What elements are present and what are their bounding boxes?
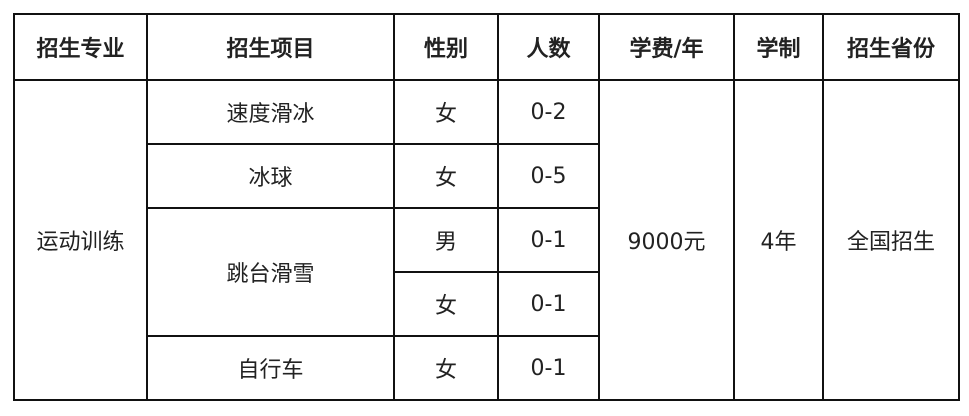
header-fee: 学费/年 [598, 13, 735, 81]
project-cell: 速度滑冰 [146, 79, 395, 145]
fee-cell: 9000元 [598, 79, 735, 401]
gender-cell: 女 [393, 335, 499, 401]
header-gender: 性别 [393, 13, 499, 81]
header-major: 招生专业 [13, 13, 148, 81]
header-duration: 学制 [733, 13, 824, 81]
table-row: 女 0-1 [14, 271, 959, 337]
gender-cell: 男 [393, 207, 499, 273]
province-cell: 全国招生 [822, 79, 960, 401]
count-cell: 0-1 [497, 335, 600, 401]
header-project: 招生项目 [146, 13, 395, 81]
count-cell: 0-5 [497, 143, 600, 209]
gender-cell: 女 [393, 79, 499, 145]
table-row: 跳台滑雪 男 0-1 [14, 207, 959, 337]
count-cell: 0-1 [497, 271, 600, 337]
enrollment-table: 招生专业 招生项目 性别 人数 学费/年 学制 招生省份 运动训练 速度滑冰 女… [13, 13, 960, 401]
header-row: 招生专业 招生项目 性别 人数 学费/年 学制 招生省份 [13, 13, 960, 81]
count-cell: 0-2 [497, 79, 600, 145]
project-cell: 冰球 [146, 143, 395, 209]
duration-cell: 4年 [733, 79, 824, 401]
gender-cell: 女 [393, 143, 499, 209]
header-province: 招生省份 [822, 13, 960, 81]
count-cell: 0-1 [497, 207, 600, 273]
gender-cell: 女 [393, 271, 499, 337]
project-cell: 自行车 [146, 335, 395, 401]
header-count: 人数 [497, 13, 600, 81]
table-row: 自行车 女 0-1 [14, 335, 959, 401]
project-cell: 跳台滑雪 [146, 207, 395, 337]
table-row: 冰球 女 0-5 [14, 143, 959, 209]
table-row: 运动训练 速度滑冰 女 0-2 9000元 4年 全国招生 [13, 79, 960, 401]
major-cell: 运动训练 [13, 79, 148, 401]
